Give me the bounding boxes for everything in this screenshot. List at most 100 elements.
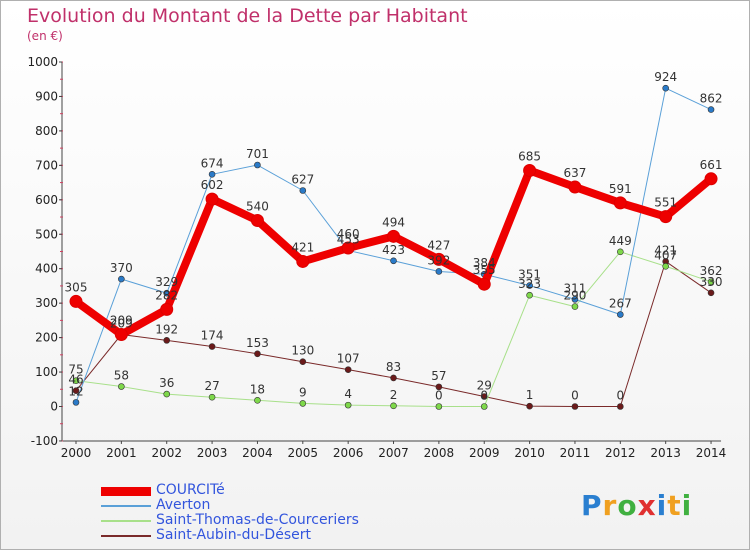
series-1-point [617, 248, 624, 256]
series-2-data-label: 351 [518, 268, 541, 282]
series-2-data-label: 311 [564, 281, 587, 295]
series-2-point [208, 171, 216, 178]
series-3-point [69, 294, 83, 308]
series-0-point [344, 366, 352, 373]
legend-label: Saint-Aubin-du-Désert [156, 527, 311, 543]
series-0-point [254, 350, 261, 358]
series-2-data-label: 674 [201, 156, 224, 170]
series-0-data-label: 209 [110, 316, 133, 330]
logo-letter: o [617, 489, 638, 522]
x-tick-label: 2011 [560, 446, 591, 460]
series-3-point [114, 327, 128, 341]
series-0-data-label: 1 [526, 388, 534, 402]
series-0-data-label: 107 [337, 352, 360, 366]
series-1-point [163, 390, 171, 398]
series-0-point [571, 403, 579, 410]
series-3-point [704, 172, 718, 186]
series-3-data-label: 602 [201, 178, 224, 192]
y-tick-label: 200 [35, 331, 58, 345]
series-3-point [341, 241, 355, 255]
series-3-data-label: 305 [65, 280, 88, 294]
legend-label: Saint-Thomas-de-Courceriers [156, 512, 359, 528]
y-tick-label: 900 [35, 89, 58, 103]
series-0-point [617, 403, 624, 410]
y-tick-label: -100 [31, 434, 58, 448]
legend-swatch [101, 505, 151, 507]
series-0-data-label: 130 [291, 344, 314, 358]
series-3-data-label: 355 [473, 263, 496, 277]
series-2-data-label: 701 [246, 147, 269, 161]
logo-letter: r [602, 489, 618, 522]
x-tick-label: 2005 [288, 446, 319, 460]
series-1-data-label: 4 [344, 387, 352, 401]
series-0-data-label: 29 [477, 379, 492, 393]
x-tick-label: 2002 [151, 446, 182, 460]
y-tick-label: 800 [35, 124, 58, 138]
series-1-data-label: 27 [204, 379, 219, 393]
y-tick-label: 400 [35, 262, 58, 276]
series-0-data-label: 330 [700, 275, 723, 289]
series-1-point [571, 303, 579, 310]
y-tick-label: 0 [50, 400, 58, 414]
x-tick-label: 2010 [514, 446, 545, 460]
series-3-point [296, 254, 310, 268]
series-1-data-label: 9 [299, 385, 307, 399]
series-3-point [160, 302, 174, 316]
series-2-data-label: 924 [654, 70, 677, 84]
x-tick-label: 2004 [242, 446, 273, 460]
x-tick-label: 2006 [333, 446, 364, 460]
series-2-point [662, 84, 669, 92]
logo-letter: P [581, 489, 603, 522]
series-2-point [617, 311, 624, 318]
x-tick-label: 2009 [469, 446, 500, 460]
series-3-data-label: 460 [337, 227, 360, 241]
series-3-data-label: 661 [700, 158, 723, 172]
series-0-data-label: 421 [654, 243, 677, 257]
series-1-data-label: 0 [435, 389, 443, 403]
logo-letter: i [656, 489, 668, 522]
series-2-data-label: 627 [291, 172, 314, 186]
series-2-point [254, 161, 261, 169]
legend-swatch [101, 486, 151, 496]
x-tick-label: 2007 [378, 446, 409, 460]
y-tick-label: 300 [35, 296, 58, 310]
series-1-point [480, 403, 488, 410]
series-3-data-label: 637 [564, 166, 587, 180]
series-1-data-label: 36 [159, 376, 174, 390]
series-0-data-label: 46 [68, 373, 83, 387]
series-3-data-label: 685 [518, 150, 541, 164]
series-3-data-label: 551 [654, 196, 677, 210]
series-2-data-label: 384 [473, 256, 496, 270]
y-tick-label: 600 [35, 193, 58, 207]
series-0-data-label: 192 [155, 322, 178, 336]
legend-label: Averton [156, 497, 211, 513]
legend-swatch [101, 520, 151, 522]
series-1-data-label: 75 [68, 363, 83, 377]
series-1-data-label: 18 [250, 382, 265, 396]
x-tick-label: 2012 [605, 446, 636, 460]
x-tick-label: 2000 [61, 446, 92, 460]
series-2-data-label: 12 [68, 384, 83, 398]
series-0-point [480, 393, 488, 400]
chart-title: Evolution du Montant de la Dette par Hab… [27, 5, 468, 27]
series-1-point [299, 400, 307, 407]
series-2-point [526, 282, 533, 289]
series-0-point [526, 402, 533, 410]
series-3-point [568, 180, 582, 194]
series-2-data-label: 862 [700, 92, 723, 106]
series-1-point [208, 393, 216, 401]
legend-swatch [101, 535, 151, 537]
series-2-point [72, 399, 80, 406]
series-1-point [344, 401, 352, 409]
series-2-point [571, 296, 579, 303]
x-tick-label: 2003 [197, 446, 228, 460]
series-layer [69, 84, 718, 410]
series-0-point [72, 387, 80, 394]
series-0-data-label: 83 [386, 360, 401, 374]
series-1-point [72, 377, 80, 384]
logo-letter: i [681, 489, 693, 522]
y-tick-label: 700 [35, 158, 58, 172]
